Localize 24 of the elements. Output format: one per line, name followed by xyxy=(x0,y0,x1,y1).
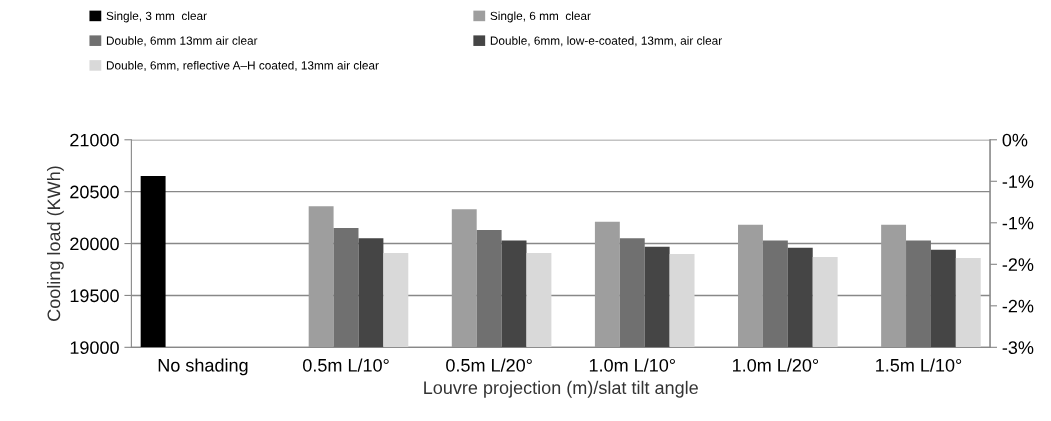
y-tick-label: 21000 xyxy=(70,133,119,147)
legend-label: Single, 6 mm clear xyxy=(490,11,591,23)
legend-label: Double, 6mm, low-e-coated, 13mm, air clear xyxy=(490,36,722,47)
x-tick-label: 0.5m L/10° xyxy=(302,358,389,372)
y-tick-label: 19000 xyxy=(70,341,119,355)
y2-tick-label: 0% xyxy=(1002,133,1028,147)
x-tick-label: 0.5m L/20° xyxy=(446,358,532,372)
x-axis-title: Louvre projection (m)/slat tilt angle xyxy=(424,380,698,398)
legend-label: Single, 3 mm clear xyxy=(106,11,207,23)
y2-tick-label: -2% xyxy=(1002,258,1034,271)
x-tick-label: 1.0m L/10° xyxy=(589,358,675,372)
legend-label: Double, 6mm 13mm air clear xyxy=(106,36,258,47)
y2-tick-label: -2% xyxy=(1002,299,1034,313)
y-axis-title: Cooling load (KWh) xyxy=(46,166,64,321)
y-tick-label: 20000 xyxy=(70,237,119,251)
y2-tick-label: -3% xyxy=(1002,341,1034,355)
y-tick-label: 20500 xyxy=(70,185,119,199)
legend-label: Double, 6mm, reflective A–H coated, 13mm air clear xyxy=(106,60,379,71)
x-tick-label: No shading xyxy=(158,358,248,376)
y-tick-label: 19500 xyxy=(70,289,119,303)
y2-tick-label: -1% xyxy=(1002,175,1034,188)
x-tick-label: 1.5m L/10° xyxy=(876,358,962,372)
y2-tick-label: -1% xyxy=(1002,216,1034,230)
x-tick-label: 1.0m L/20° xyxy=(733,358,819,372)
